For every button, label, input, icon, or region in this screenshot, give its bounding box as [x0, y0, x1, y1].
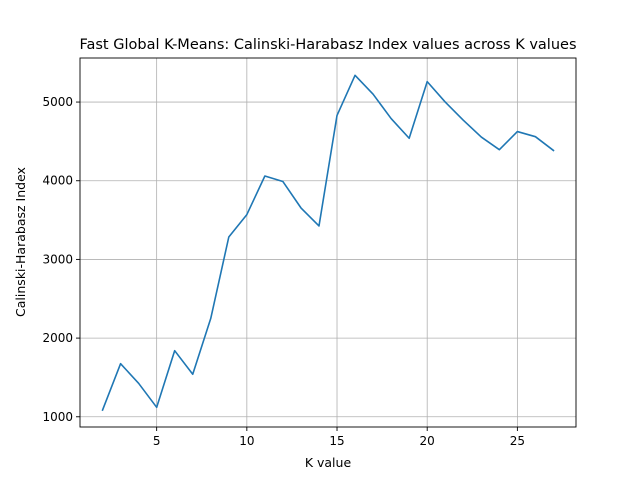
y-axis: 1000 2000 3000 4000 5000 — [42, 95, 80, 424]
y-tick-label: 4000 — [42, 174, 73, 188]
series-layer — [101, 74, 555, 412]
y-tick-label: 5000 — [42, 95, 73, 109]
y-tick-label: 3000 — [42, 252, 73, 266]
y-axis-label: Calinski-Harabasz Index — [13, 167, 28, 317]
x-tick-label: 10 — [239, 434, 254, 448]
plot-frame — [79, 57, 577, 428]
x-tick-label: 15 — [329, 434, 344, 448]
x-tick-label: 25 — [510, 434, 525, 448]
series-line — [101, 74, 555, 412]
chart-title: Fast Global K-Means: Calinski-Harabasz I… — [79, 37, 576, 53]
y-tick-label: 1000 — [42, 410, 73, 424]
x-axis-label: K value — [305, 455, 352, 470]
x-axis: 5 10 15 20 25 — [153, 427, 525, 448]
y-tick-label: 2000 — [42, 331, 73, 345]
x-tick-label: 20 — [420, 434, 435, 448]
x-tick-label: 5 — [153, 434, 161, 448]
